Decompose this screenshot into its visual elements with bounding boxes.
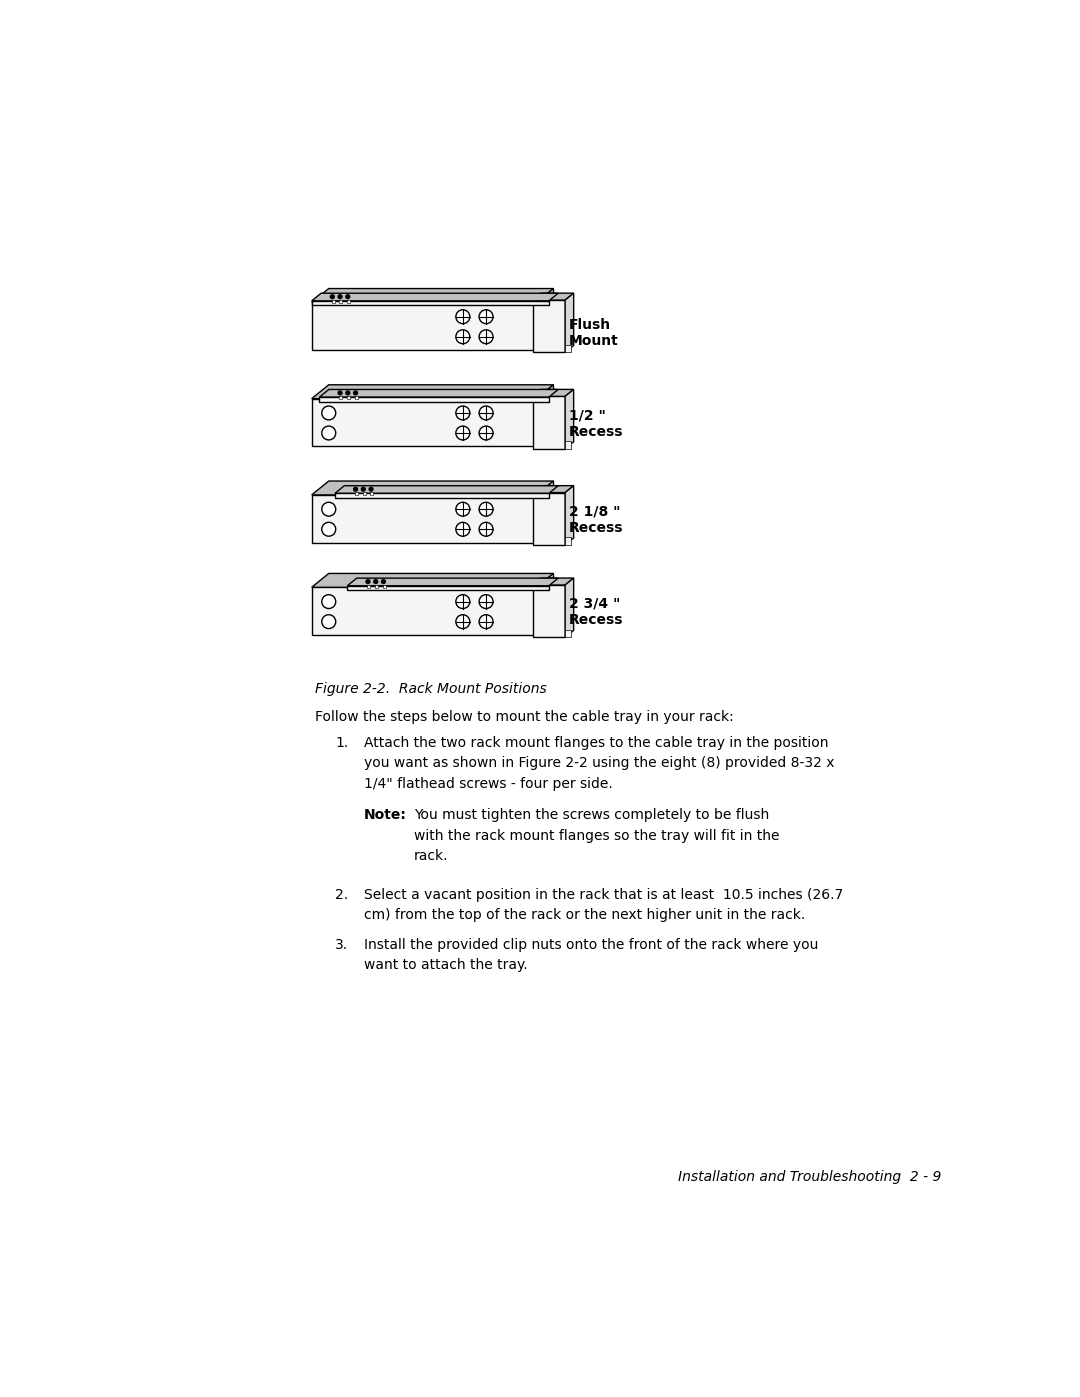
Polygon shape	[532, 293, 573, 300]
Polygon shape	[347, 395, 350, 400]
Circle shape	[362, 488, 365, 492]
Polygon shape	[335, 493, 549, 497]
Polygon shape	[565, 390, 573, 448]
Polygon shape	[537, 573, 554, 636]
Circle shape	[369, 488, 373, 492]
Circle shape	[322, 426, 336, 440]
Circle shape	[322, 595, 336, 609]
Text: Flush
Mount: Flush Mount	[569, 319, 619, 348]
Circle shape	[456, 595, 470, 609]
Polygon shape	[312, 398, 537, 447]
Text: 2.: 2.	[335, 887, 348, 901]
Polygon shape	[532, 578, 573, 585]
Circle shape	[480, 426, 494, 440]
Polygon shape	[532, 493, 565, 545]
Polygon shape	[339, 300, 342, 303]
Text: You must tighten the screws completely to be flush
with the rack mount flanges s: You must tighten the screws completely t…	[414, 809, 780, 863]
Polygon shape	[565, 486, 573, 545]
Text: Note:: Note:	[364, 809, 406, 823]
Text: Follow the steps below to mount the cable tray in your rack:: Follow the steps below to mount the cabl…	[314, 711, 733, 725]
Text: Figure 2-2.  Rack Mount Positions: Figure 2-2. Rack Mount Positions	[314, 682, 546, 696]
Polygon shape	[348, 585, 549, 591]
Circle shape	[338, 391, 342, 395]
Polygon shape	[335, 486, 558, 493]
Polygon shape	[312, 289, 554, 302]
Text: Attach the two rack mount flanges to the cable tray in the position
you want as : Attach the two rack mount flanges to the…	[364, 736, 834, 791]
Polygon shape	[565, 538, 571, 545]
Polygon shape	[565, 293, 573, 352]
Polygon shape	[532, 397, 565, 448]
Polygon shape	[532, 300, 565, 352]
Text: Install the provided clip nuts onto the front of the rack where you
want to atta: Install the provided clip nuts onto the …	[364, 937, 818, 972]
Polygon shape	[565, 630, 571, 637]
Polygon shape	[332, 300, 335, 303]
Circle shape	[346, 391, 350, 395]
Circle shape	[456, 615, 470, 629]
Text: Select a vacant position in the rack that is at least  10.5 inches (26.7
cm) fro: Select a vacant position in the rack tha…	[364, 887, 842, 922]
Polygon shape	[532, 585, 565, 637]
Polygon shape	[312, 481, 554, 495]
Circle shape	[322, 615, 336, 629]
Polygon shape	[355, 492, 357, 496]
Polygon shape	[355, 395, 357, 400]
Polygon shape	[312, 587, 537, 636]
Circle shape	[374, 580, 378, 584]
Polygon shape	[312, 300, 549, 306]
Polygon shape	[312, 573, 554, 587]
Circle shape	[456, 330, 470, 344]
Circle shape	[338, 295, 342, 299]
Polygon shape	[339, 395, 342, 400]
Polygon shape	[363, 492, 366, 496]
Polygon shape	[382, 585, 386, 588]
Circle shape	[322, 522, 336, 536]
Polygon shape	[565, 345, 571, 352]
Polygon shape	[320, 397, 549, 402]
Circle shape	[456, 407, 470, 420]
Polygon shape	[312, 302, 537, 351]
Polygon shape	[370, 492, 374, 496]
Polygon shape	[532, 486, 573, 493]
Circle shape	[480, 595, 494, 609]
Circle shape	[353, 488, 357, 492]
Text: 2 3/4 "
Recess: 2 3/4 " Recess	[569, 597, 623, 627]
Circle shape	[480, 330, 494, 344]
Circle shape	[480, 407, 494, 420]
Polygon shape	[537, 289, 554, 351]
Polygon shape	[320, 390, 558, 397]
Polygon shape	[312, 384, 554, 398]
Circle shape	[366, 580, 370, 584]
Text: 1.: 1.	[335, 736, 348, 750]
Text: Installation and Troubleshooting  2 - 9: Installation and Troubleshooting 2 - 9	[677, 1171, 941, 1185]
Circle shape	[330, 295, 334, 299]
Polygon shape	[537, 384, 554, 447]
Polygon shape	[565, 441, 571, 448]
Circle shape	[456, 522, 470, 536]
Circle shape	[353, 391, 357, 395]
Polygon shape	[347, 300, 350, 303]
Polygon shape	[312, 293, 558, 300]
Polygon shape	[532, 390, 573, 397]
Text: 2 1/8 "
Recess: 2 1/8 " Recess	[569, 504, 623, 535]
Text: 1/2 "
Recess: 1/2 " Recess	[569, 409, 623, 439]
Text: 3.: 3.	[335, 937, 348, 951]
Circle shape	[480, 522, 494, 536]
Circle shape	[456, 310, 470, 324]
Circle shape	[480, 503, 494, 515]
Circle shape	[480, 615, 494, 629]
Polygon shape	[367, 585, 370, 588]
Circle shape	[322, 407, 336, 420]
Polygon shape	[565, 578, 573, 637]
Circle shape	[456, 503, 470, 515]
Circle shape	[322, 503, 336, 515]
Circle shape	[346, 295, 350, 299]
Polygon shape	[348, 578, 558, 585]
Polygon shape	[375, 585, 378, 588]
Polygon shape	[537, 481, 554, 542]
Polygon shape	[312, 495, 537, 542]
Circle shape	[381, 580, 386, 584]
Circle shape	[480, 310, 494, 324]
Circle shape	[456, 426, 470, 440]
